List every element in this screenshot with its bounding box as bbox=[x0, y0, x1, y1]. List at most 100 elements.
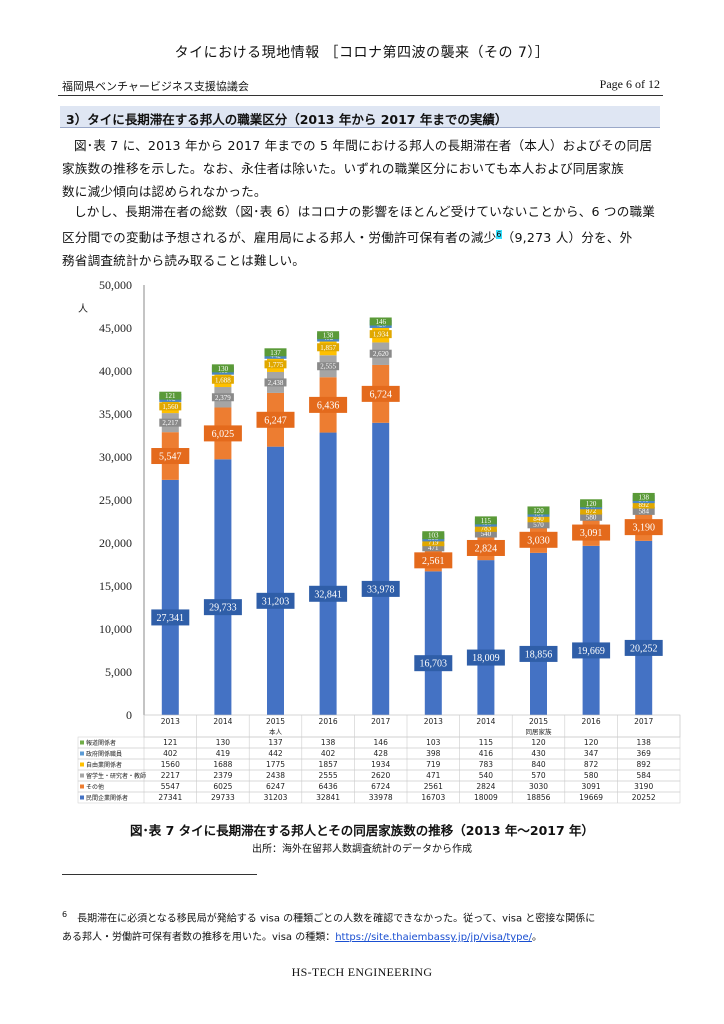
data-label-box bbox=[211, 393, 234, 402]
footnote-rule bbox=[62, 874, 257, 875]
table-cell: 130 bbox=[216, 738, 231, 747]
data-label: 6,436 bbox=[317, 400, 340, 411]
data-label-box bbox=[422, 538, 445, 547]
stacked-bar-chart: 50,000 45,000 40,000 35,000 30,000 25,000 20,0… bbox=[77, 278, 681, 804]
data-label-box bbox=[361, 580, 400, 597]
x-category-label: 2016 bbox=[582, 717, 601, 726]
y-tick-label: 10,000 bbox=[99, 622, 132, 636]
table-cell: 121 bbox=[163, 738, 178, 747]
data-label-box bbox=[422, 531, 445, 540]
table-cell: 20252 bbox=[632, 793, 656, 802]
y-tick-label: 30,000 bbox=[99, 450, 132, 464]
data-label: 6,724 bbox=[369, 389, 392, 400]
data-label-box bbox=[422, 543, 445, 552]
table-cell: 580 bbox=[584, 771, 599, 780]
data-label: 3,030 bbox=[527, 535, 550, 546]
table-cell: 120 bbox=[531, 738, 546, 747]
legend-label: 報道関係者 bbox=[86, 739, 116, 747]
bar-segment bbox=[582, 545, 600, 715]
bar-segment bbox=[214, 459, 232, 715]
data-label: 6,025 bbox=[212, 429, 235, 440]
data-label-box bbox=[519, 645, 558, 662]
data-label-box bbox=[527, 506, 550, 515]
data-label-box bbox=[632, 506, 655, 515]
data-label: 783 bbox=[481, 524, 492, 532]
data-label-box bbox=[414, 655, 453, 672]
data-label: 872 bbox=[586, 507, 597, 515]
visa-type-link[interactable]: https://site.thaiembassy.jp/jp/visa/type… bbox=[335, 932, 533, 944]
paragraph-2-line-3: 務省調査統計から読み取ることは難しい。 bbox=[62, 253, 306, 269]
data-label: 580 bbox=[586, 513, 597, 521]
table-cell: 428 bbox=[374, 749, 389, 758]
data-label-box bbox=[572, 642, 611, 659]
data-label: 2,438 bbox=[268, 379, 284, 387]
table-cell: 2620 bbox=[371, 771, 390, 780]
data-label: 1,775 bbox=[268, 361, 284, 369]
y-tick-label: 5,000 bbox=[105, 665, 132, 679]
y-tick-label: 25,000 bbox=[99, 493, 132, 507]
data-label-box bbox=[474, 529, 497, 538]
data-label-box bbox=[580, 506, 603, 515]
table-cell: 3091 bbox=[582, 782, 601, 791]
legend-label: 自由業関係者 bbox=[86, 761, 122, 769]
data-label: 120 bbox=[533, 507, 544, 515]
data-label-box bbox=[264, 348, 287, 357]
data-label-box bbox=[203, 599, 242, 616]
table-cell: 2824 bbox=[476, 782, 495, 791]
bar-segment bbox=[319, 432, 337, 715]
y-tick-label: 20,000 bbox=[99, 536, 132, 550]
data-label: 138 bbox=[323, 332, 334, 340]
x-category-label: 2014 bbox=[213, 717, 232, 726]
data-label: 840 bbox=[533, 515, 544, 523]
bar-segment bbox=[424, 571, 442, 715]
footnote-reference[interactable]: 6 bbox=[496, 230, 502, 239]
table-cell: 2379 bbox=[213, 771, 232, 780]
x-category-label: 2015 bbox=[529, 717, 548, 726]
figure-source: 出所：海外在留邦人数調査統計のデータから作成 bbox=[252, 844, 472, 855]
data-label-box bbox=[527, 514, 550, 523]
data-label: 584 bbox=[638, 507, 649, 515]
footnote-text-2: ある邦人・労働許可保有者数の推移を用いた。visa の種類： bbox=[62, 932, 336, 944]
bar-segment bbox=[372, 422, 390, 715]
table-cell: 5547 bbox=[161, 782, 180, 791]
data-label: 18,009 bbox=[472, 653, 500, 664]
data-label-box bbox=[519, 531, 558, 548]
table-cell: 2555 bbox=[319, 771, 338, 780]
legend-label: その他 bbox=[86, 783, 104, 791]
data-label: 29,733 bbox=[209, 603, 237, 614]
table-cell: 416 bbox=[479, 749, 494, 758]
y-axis-unit-label: 人 bbox=[78, 303, 88, 315]
section-heading: 3）タイに長期滞在する邦人の職業区分（2013 年から 2017 年までの実績） bbox=[60, 106, 660, 128]
bar-segment bbox=[267, 446, 284, 715]
table-cell: 16703 bbox=[421, 793, 445, 802]
legend-swatch bbox=[80, 795, 84, 800]
legend-swatch bbox=[80, 773, 84, 778]
paragraph-1: 図･表 7 に、2013 年から 2017 年までの 5 年間における邦人の長期… bbox=[62, 134, 662, 203]
data-label-box bbox=[151, 448, 190, 465]
paragraph-1-line-2: 家族数の推移を示した。なお、永住者は除いた。いずれの職業区分においても本人および… bbox=[62, 161, 624, 176]
table-cell: 2438 bbox=[266, 771, 285, 780]
data-label-box bbox=[256, 592, 295, 609]
data-label: 115 bbox=[481, 517, 492, 525]
table-cell: 419 bbox=[216, 749, 231, 758]
table-cell: 892 bbox=[637, 760, 652, 769]
data-label: 120 bbox=[586, 500, 597, 508]
data-label-box bbox=[317, 343, 340, 352]
y-tick-label: 45,000 bbox=[99, 321, 132, 335]
table-cell: 1560 bbox=[161, 760, 180, 769]
paragraph-2-line-2a: 区分間での変動は予想されるが、雇用局による邦人・労働許可保有者の減少 bbox=[62, 230, 497, 246]
legend-label: 留学生・研究者・教師 bbox=[86, 772, 146, 780]
data-label: 146 bbox=[375, 318, 386, 326]
data-label: 2,824 bbox=[475, 543, 498, 554]
table-cell: 719 bbox=[426, 760, 441, 769]
table-cell: 103 bbox=[426, 738, 441, 747]
data-label: 471 bbox=[428, 544, 439, 552]
document-title: タイにおける現地情報 ［コロナ第四波の襲来（その 7）］ bbox=[174, 45, 550, 61]
table-cell: 3030 bbox=[529, 782, 548, 791]
y-tick-label: 15,000 bbox=[99, 579, 132, 593]
data-label: 2,620 bbox=[373, 350, 389, 358]
data-label: 1,857 bbox=[320, 344, 336, 352]
data-label: 1,560 bbox=[162, 403, 178, 411]
table-cell: 1688 bbox=[213, 760, 232, 769]
data-label-box bbox=[580, 512, 603, 521]
